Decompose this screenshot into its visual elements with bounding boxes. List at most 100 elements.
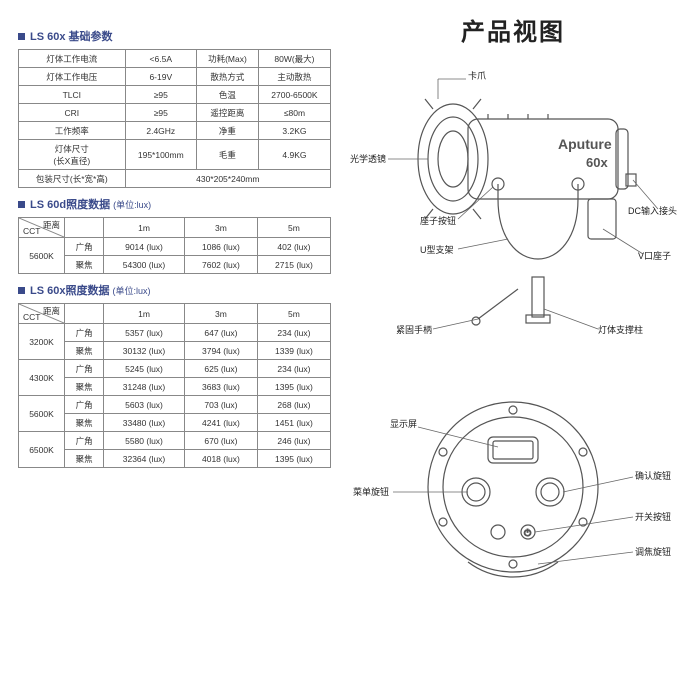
- lux-mode: 广角: [65, 324, 104, 342]
- lux-cell: 33480 (lux): [104, 414, 185, 432]
- lux-cell: 1395 (lux): [257, 378, 330, 396]
- table-row: 3200K广角5357 (lux)647 (lux)234 (lux): [19, 324, 331, 342]
- spec-cell: 遥控距离: [197, 104, 259, 122]
- spec-cell: TLCI: [19, 86, 126, 104]
- table-row: 包装尺寸(长*宽*高)430*205*240mm: [19, 170, 331, 188]
- label-dc-in: DC输入接头: [628, 204, 677, 217]
- lux-cell: 31248 (lux): [104, 378, 185, 396]
- lux-cell: 1395 (lux): [257, 450, 330, 468]
- lux-cell: [65, 304, 104, 324]
- lux-mode: 广角: [65, 396, 104, 414]
- lux-header: 3m: [184, 218, 257, 238]
- diag-header-cell: 距离CCT: [19, 218, 65, 238]
- diag-bot: CCT: [23, 226, 40, 236]
- label-focus-knob: 调焦旋钮: [635, 545, 671, 558]
- lux-cell: 234 (lux): [257, 360, 330, 378]
- lux60d-table: 距离CCT1m3m5m5600K广角9014 (lux)1086 (lux)40…: [18, 217, 331, 274]
- spec-cell: CRI: [19, 104, 126, 122]
- table-row: 工作频率2.4GHz净重3.2KG: [19, 122, 331, 140]
- lux-cell: 30132 (lux): [104, 342, 185, 360]
- table-row: 距离CCT1m3m5m: [19, 304, 331, 324]
- lux-cell: 670 (lux): [184, 432, 257, 450]
- brand-text: Aputure: [558, 136, 612, 152]
- table-row: 4300K广角5245 (lux)625 (lux)234 (lux): [19, 360, 331, 378]
- lux-cell: 32364 (lux): [104, 450, 185, 468]
- lux60d-title-text: LS 60d照度数据: [30, 196, 110, 212]
- label-handle: 紧固手柄: [396, 323, 432, 336]
- svg-text:⏻: ⏻: [524, 528, 531, 538]
- lux-mode: 广角: [65, 432, 104, 450]
- table-row: 聚焦54300 (lux)7602 (lux)2715 (lux): [19, 256, 331, 274]
- table-row: 灯体工作电流<6.5A功耗(Max)80W(最大): [19, 50, 331, 68]
- spec-cell: 功耗(Max): [197, 50, 259, 68]
- lux60d-unit: (单位:lux): [113, 198, 151, 211]
- lux-cct: 5600K: [19, 238, 65, 274]
- label-confirm-knob: 确认旋钮: [635, 469, 671, 482]
- lux-header: 5m: [257, 304, 330, 324]
- lux60d-section-title: LS 60d照度数据 (单位:lux): [18, 196, 331, 212]
- spec-cell: 灯体工作电流: [19, 50, 126, 68]
- spec-cell: 主动散热: [258, 68, 330, 86]
- label-v-mount: V口座子: [638, 249, 671, 262]
- table-row: 聚焦33480 (lux)4241 (lux)1451 (lux): [19, 414, 331, 432]
- table-row: 聚焦32364 (lux)4018 (lux)1395 (lux): [19, 450, 331, 468]
- spec-section-title: LS 60x 基础参数: [18, 28, 331, 44]
- table-row: 5600K广角5603 (lux)703 (lux)268 (lux): [19, 396, 331, 414]
- lux-cell: 246 (lux): [257, 432, 330, 450]
- table-row: 灯体工作电压6-19V散热方式主动散热: [19, 68, 331, 86]
- diag-header-cell: 距离CCT: [19, 304, 65, 324]
- table-row: 聚焦30132 (lux)3794 (lux)1339 (lux): [19, 342, 331, 360]
- table-row: 6500K广角5580 (lux)670 (lux)246 (lux): [19, 432, 331, 450]
- lux-cell: 5357 (lux): [104, 324, 185, 342]
- lux-cell: 268 (lux): [257, 396, 330, 414]
- table-row: 距离CCT 1m3m5m: [19, 218, 331, 238]
- spec-cell: 净重: [197, 122, 259, 140]
- lux-header: 1m: [104, 218, 185, 238]
- product-back-view: ⏻ 显示屏 菜单旋钮 确认旋钮 开关按钮 调焦旋钮: [348, 367, 678, 607]
- spec-cell: 色温: [197, 86, 259, 104]
- spec-cell: ≥95: [125, 86, 196, 104]
- page-title: 产品视图: [336, 12, 690, 47]
- spec-title-text: LS 60x 基础参数: [30, 28, 113, 44]
- spec-cell: 包装尺寸(长*宽*高): [19, 170, 126, 188]
- table-row: TLCI≥95色温2700-6500K: [19, 86, 331, 104]
- lux60x-unit: (单位:lux): [112, 284, 150, 297]
- spec-cell: 散热方式: [197, 68, 259, 86]
- table-row: 聚焦31248 (lux)3683 (lux)1395 (lux): [19, 378, 331, 396]
- lux-cell: 5603 (lux): [104, 396, 185, 414]
- lux-mode: 聚焦: [65, 414, 104, 432]
- lux-cct: 5600K: [19, 396, 65, 432]
- spec-cell: 灯体尺寸(长X直径): [19, 140, 126, 170]
- lux-cell: 7602 (lux): [184, 256, 257, 274]
- lux-mode: 聚焦: [65, 378, 104, 396]
- lux60x-table: 距离CCT1m3m5m3200K广角5357 (lux)647 (lux)234…: [18, 303, 331, 468]
- lux-cell: 1451 (lux): [257, 414, 330, 432]
- label-bracket-btn: 座子按钮: [420, 214, 456, 227]
- spec-cell: 80W(最大): [258, 50, 330, 68]
- lux-cell: 4241 (lux): [184, 414, 257, 432]
- lux-mode: 聚焦: [65, 450, 104, 468]
- lux-cell: 2715 (lux): [257, 256, 330, 274]
- table-row: 灯体尺寸(长X直径)195*100mm毛重4.9KG: [19, 140, 331, 170]
- lux-header: 5m: [257, 218, 330, 238]
- lux-cell: 703 (lux): [184, 396, 257, 414]
- table-row: CRI≥95遥控距离≤80m: [19, 104, 331, 122]
- spec-cell: 毛重: [197, 140, 259, 170]
- lux-cct: 3200K: [19, 324, 65, 360]
- lux-cell: 9014 (lux): [104, 238, 185, 256]
- lux-cell: 3683 (lux): [184, 378, 257, 396]
- lux-cell: [65, 218, 104, 238]
- lux-cell: 5245 (lux): [104, 360, 185, 378]
- spec-cell: 工作频率: [19, 122, 126, 140]
- lux-cct: 4300K: [19, 360, 65, 396]
- spec-cell: ≥95: [125, 104, 196, 122]
- lux60x-title-text: LS 60x照度数据: [30, 282, 109, 298]
- lux-mode: 广角: [65, 360, 104, 378]
- lux-cell: 1339 (lux): [257, 342, 330, 360]
- lux-cell: 3794 (lux): [184, 342, 257, 360]
- spec-cell: 4.9KG: [258, 140, 330, 170]
- diag-bot: CCT: [23, 312, 40, 322]
- lux60x-section-title: LS 60x照度数据 (单位:lux): [18, 282, 331, 298]
- lux-cell: 5580 (lux): [104, 432, 185, 450]
- spec-cell: 灯体工作电压: [19, 68, 126, 86]
